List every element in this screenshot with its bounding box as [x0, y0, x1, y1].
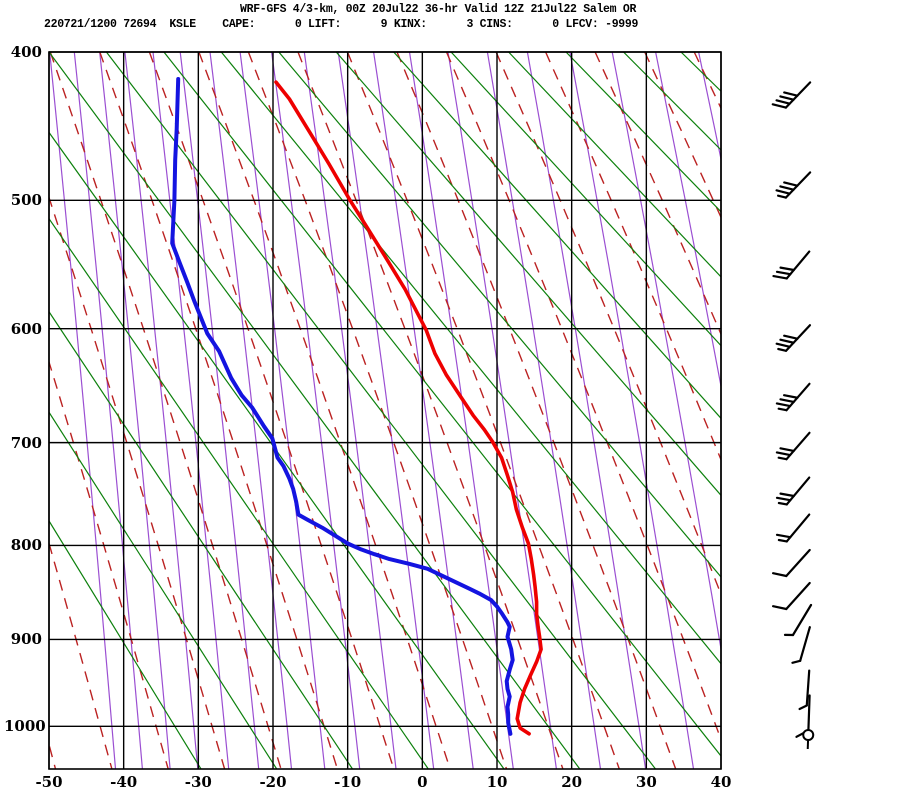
pressure-tick-label: 600: [10, 319, 42, 338]
pressure-tick-label: 800: [10, 536, 42, 555]
station-indices-line: 220721/1200 72694 KSLE CAPE: 0 LIFT: 9 K…: [44, 18, 639, 31]
wind-barbs: [771, 81, 815, 750]
pressure-tick-label: 900: [10, 630, 42, 649]
pressure-tick-label: 700: [10, 433, 42, 452]
wind-barb-icon: [795, 694, 815, 750]
wind-barb-icon: [771, 581, 811, 611]
wind-barb-icon: [798, 669, 811, 711]
temperature-tick-label: 30: [635, 773, 657, 791]
wind-barb-icon: [775, 382, 811, 412]
chart-title: WRF-GFS 4/3-km, 00Z 20Jul22 36-hr Valid …: [240, 3, 637, 16]
wind-barb-icon: [775, 476, 811, 506]
wind-barb-icon: [775, 513, 811, 543]
moist-adiabat-lines: [49, 52, 721, 770]
temperature-tick-label: 0: [417, 773, 428, 791]
wind-barb-icon: [791, 626, 811, 664]
pressure-tick-label: 500: [10, 191, 42, 210]
temperature-tick-label: -20: [259, 773, 287, 791]
wind-barb-icon: [783, 603, 813, 637]
mixing-ratio-lines: [49, 52, 721, 770]
pressure-tick-label: 1000: [4, 717, 46, 736]
grid-lines: [48, 51, 722, 770]
temperature-tick-label: -10: [334, 773, 362, 791]
dry-adiabat-lines: [49, 52, 721, 770]
wind-barb-icon: [775, 431, 811, 461]
temperature-tick-label: 10: [486, 773, 508, 791]
wind-barb-icon: [772, 250, 811, 280]
pressure-tick-label: 400: [10, 43, 42, 61]
temperature-tick-label: 20: [561, 773, 583, 791]
temperature-tick-label: 40: [710, 773, 732, 791]
dewpoint-curve: [170, 77, 515, 736]
temperature-tick-label: -40: [110, 773, 138, 791]
wind-barb-icon: [775, 324, 812, 352]
station-circle-icon: [802, 728, 815, 741]
wind-barb-icon: [771, 81, 812, 109]
wind-barb-icon: [775, 171, 812, 199]
temperature-tick-label: -30: [184, 773, 212, 791]
wind-barb-icon: [771, 548, 811, 578]
temperature-tick-label: -50: [35, 773, 63, 791]
temperature-curve: [274, 80, 543, 736]
